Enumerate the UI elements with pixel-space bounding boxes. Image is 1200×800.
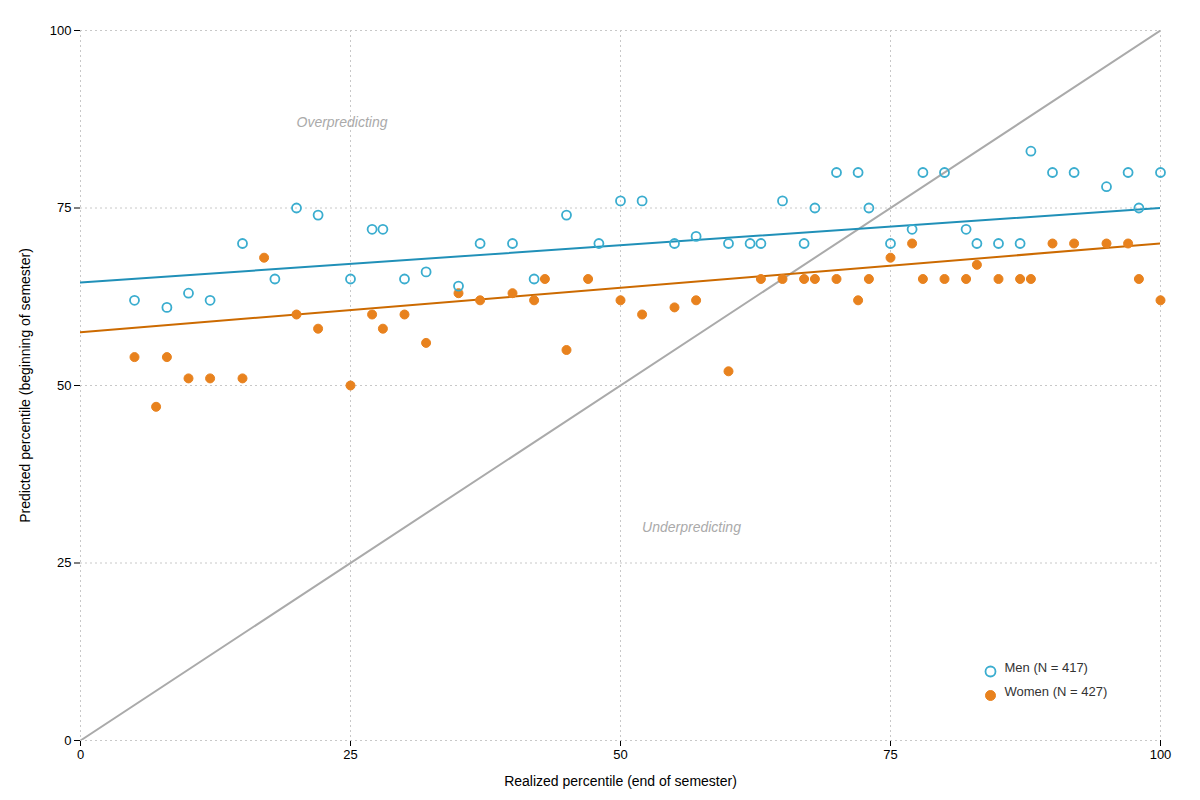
svg-text:Underpredicting: Underpredicting [642, 519, 741, 535]
svg-text:Men (N = 417): Men (N = 417) [1005, 660, 1088, 675]
svg-text:Predicted percentile (beginnin: Predicted percentile (beginning of semes… [17, 248, 33, 523]
svg-text:50: 50 [613, 747, 627, 762]
svg-text:Women (N = 427): Women (N = 427) [1005, 684, 1108, 699]
svg-text:25: 25 [57, 555, 71, 570]
svg-text:0: 0 [64, 733, 71, 748]
svg-text:Realized percentile (end of se: Realized percentile (end of semester) [504, 773, 737, 789]
svg-text:25: 25 [343, 747, 357, 762]
svg-text:100: 100 [1150, 747, 1172, 762]
svg-text:Overpredicting: Overpredicting [297, 114, 388, 130]
svg-text:0: 0 [77, 747, 84, 762]
svg-text:75: 75 [57, 200, 71, 215]
svg-text:50: 50 [57, 378, 71, 393]
svg-text:75: 75 [883, 747, 897, 762]
svg-text:100: 100 [50, 23, 72, 38]
